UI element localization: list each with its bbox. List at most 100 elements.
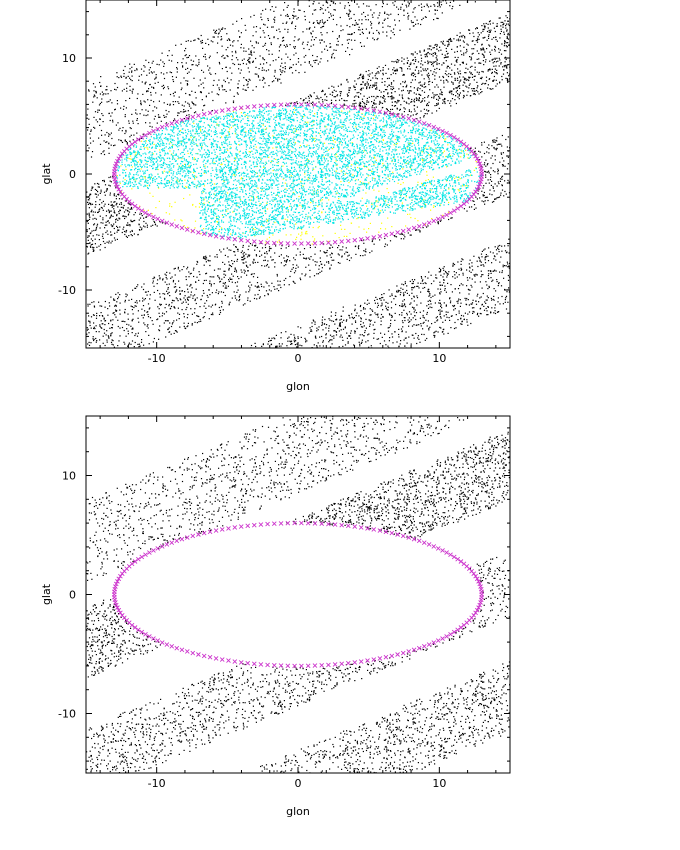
- data-point: [504, 250, 507, 252]
- data-point: [392, 2, 394, 4]
- data-point: [487, 84, 489, 86]
- data-point: [442, 75, 444, 78]
- data-point: [366, 205, 368, 207]
- data-point: [432, 295, 434, 297]
- data-point: [445, 47, 447, 50]
- data-point: [237, 250, 239, 252]
- data-point: [116, 202, 118, 204]
- data-point: [460, 263, 462, 265]
- data-point: [368, 228, 370, 230]
- data-point: [364, 103, 366, 105]
- data-point: [483, 152, 486, 155]
- data-point: [115, 293, 117, 295]
- data-point: [507, 20, 509, 22]
- data-point: [196, 144, 198, 146]
- data-point: [434, 5, 436, 7]
- data-point: [136, 97, 138, 100]
- data-point: [202, 47, 204, 49]
- data-point: [402, 326, 404, 328]
- data-point: [414, 309, 416, 311]
- data-point: [153, 101, 155, 103]
- data-point: [164, 307, 166, 309]
- data-point: [172, 101, 174, 103]
- data-point: [191, 101, 193, 103]
- data-point: [122, 127, 124, 129]
- data-point: [156, 122, 158, 124]
- data-point: [255, 41, 257, 43]
- data-point: [151, 320, 153, 322]
- data-point: [306, 101, 308, 103]
- data-point: [251, 273, 253, 275]
- data-point: [159, 293, 161, 295]
- data-point: [185, 276, 187, 278]
- data-point: [130, 325, 132, 327]
- data-point: [204, 104, 206, 106]
- data-point: [221, 278, 223, 280]
- data-point: [226, 77, 229, 79]
- data-point: [415, 97, 417, 99]
- data-point: [271, 259, 273, 261]
- data-point: [86, 117, 88, 119]
- data-point: [244, 303, 246, 305]
- data-point: [112, 344, 114, 346]
- data-point: [367, 340, 369, 342]
- data-point: [388, 340, 390, 342]
- data-point: [456, 77, 459, 79]
- data-point: [226, 55, 228, 57]
- data-point: [255, 255, 258, 257]
- data-point: [268, 85, 270, 87]
- data-point: [290, 102, 292, 104]
- data-point: [447, 282, 449, 284]
- data-point: [474, 150, 476, 152]
- data-point: [195, 288, 197, 290]
- data-point: [265, 242, 267, 244]
- data-point: [228, 82, 230, 84]
- data-point: [472, 200, 474, 202]
- data-point: [224, 287, 226, 289]
- data-point: [158, 64, 160, 66]
- data-point: [459, 36, 461, 38]
- data-point: [392, 31, 394, 34]
- data-point: [91, 301, 93, 304]
- data-point: [485, 80, 488, 82]
- data-point: [88, 202, 90, 204]
- data-point: [478, 38, 480, 40]
- data-point: [316, 330, 318, 332]
- data-point: [486, 30, 489, 33]
- data-point: [99, 81, 101, 84]
- data-point: [430, 161, 432, 163]
- data-point: [111, 332, 113, 334]
- data-point: [323, 23, 325, 25]
- data-point: [353, 85, 355, 87]
- data-point: [381, 294, 383, 296]
- data-point: [106, 141, 108, 143]
- data-point: [481, 190, 483, 192]
- data-point: [455, 87, 457, 89]
- data-point: [315, 98, 317, 100]
- data-point: [229, 44, 232, 46]
- data-point: [375, 313, 377, 316]
- data-point: [368, 75, 370, 77]
- data-point: [147, 90, 149, 92]
- data-point: [497, 173, 499, 175]
- data-point: [374, 75, 376, 77]
- data-point: [479, 62, 481, 64]
- data-point: [279, 68, 281, 71]
- data-point: [485, 82, 487, 85]
- data-point: [460, 283, 462, 285]
- data-point: [435, 43, 437, 46]
- data-point: [449, 297, 451, 299]
- data-point: [372, 310, 374, 312]
- data-point: [408, 5, 410, 7]
- data-point: [242, 304, 244, 306]
- data-point: [116, 103, 119, 105]
- data-point: [203, 117, 205, 119]
- data-point: [125, 131, 127, 133]
- data-point: [310, 45, 312, 47]
- data-point: [127, 330, 129, 332]
- data-point: [238, 144, 240, 146]
- data-point: [343, 319, 345, 321]
- data-point: [375, 77, 377, 79]
- data-point: [427, 72, 430, 74]
- data-point: [479, 308, 481, 310]
